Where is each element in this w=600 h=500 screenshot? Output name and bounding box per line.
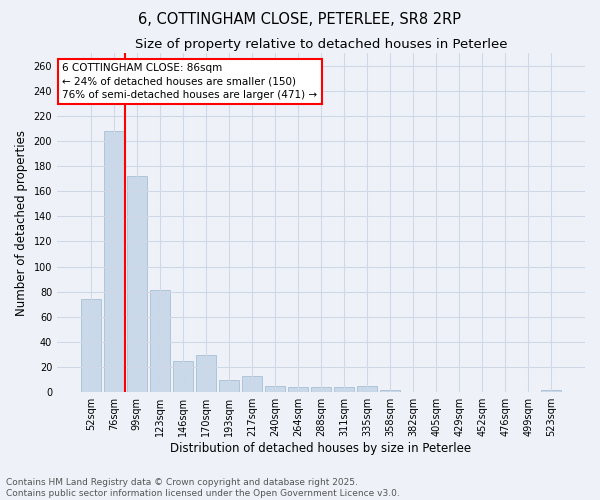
- Y-axis label: Number of detached properties: Number of detached properties: [15, 130, 28, 316]
- Bar: [311, 387, 331, 392]
- Bar: [219, 380, 239, 392]
- Bar: [104, 131, 124, 392]
- Text: Contains HM Land Registry data © Crown copyright and database right 2025.
Contai: Contains HM Land Registry data © Crown c…: [6, 478, 400, 498]
- X-axis label: Distribution of detached houses by size in Peterlee: Distribution of detached houses by size …: [170, 442, 472, 455]
- Bar: [173, 361, 193, 392]
- Bar: [127, 176, 146, 392]
- Bar: [265, 386, 285, 392]
- Bar: [150, 290, 170, 392]
- Text: 6, COTTINGHAM CLOSE, PETERLEE, SR8 2RP: 6, COTTINGHAM CLOSE, PETERLEE, SR8 2RP: [139, 12, 461, 28]
- Bar: [334, 387, 354, 392]
- Bar: [196, 354, 216, 392]
- Bar: [380, 390, 400, 392]
- Bar: [81, 300, 101, 392]
- Bar: [288, 387, 308, 392]
- Bar: [357, 386, 377, 392]
- Bar: [242, 376, 262, 392]
- Bar: [541, 390, 561, 392]
- Title: Size of property relative to detached houses in Peterlee: Size of property relative to detached ho…: [135, 38, 507, 51]
- Text: 6 COTTINGHAM CLOSE: 86sqm
← 24% of detached houses are smaller (150)
76% of semi: 6 COTTINGHAM CLOSE: 86sqm ← 24% of detac…: [62, 63, 317, 100]
